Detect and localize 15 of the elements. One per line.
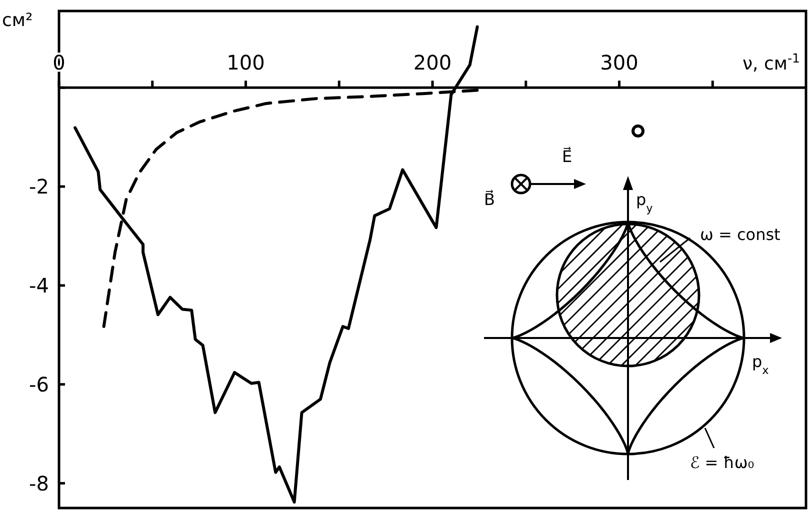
y-tick-label: -2 — [29, 174, 49, 199]
y-tick-label: -6 — [29, 372, 49, 396]
y-tick-label: -8 — [29, 471, 49, 496]
annotation: p$_{x}$ — [752, 352, 770, 376]
x-tick-label: 200 — [413, 50, 452, 75]
annotation: B⃗ — [484, 189, 495, 209]
x-axis-title: ν, см$^{-1}$ — [742, 50, 800, 75]
y-tick-label: -4 — [29, 273, 49, 298]
x-tick-label: 100 — [226, 50, 265, 75]
annotation: ℰ = ħω₀ — [690, 453, 754, 472]
x-tick-label: 300 — [600, 50, 638, 75]
y-axis-title: см² — [2, 10, 33, 31]
annotation: p$_{y}$ — [636, 190, 654, 214]
annotation: ω = const — [700, 225, 780, 244]
annotation: E⃗ — [562, 146, 572, 166]
